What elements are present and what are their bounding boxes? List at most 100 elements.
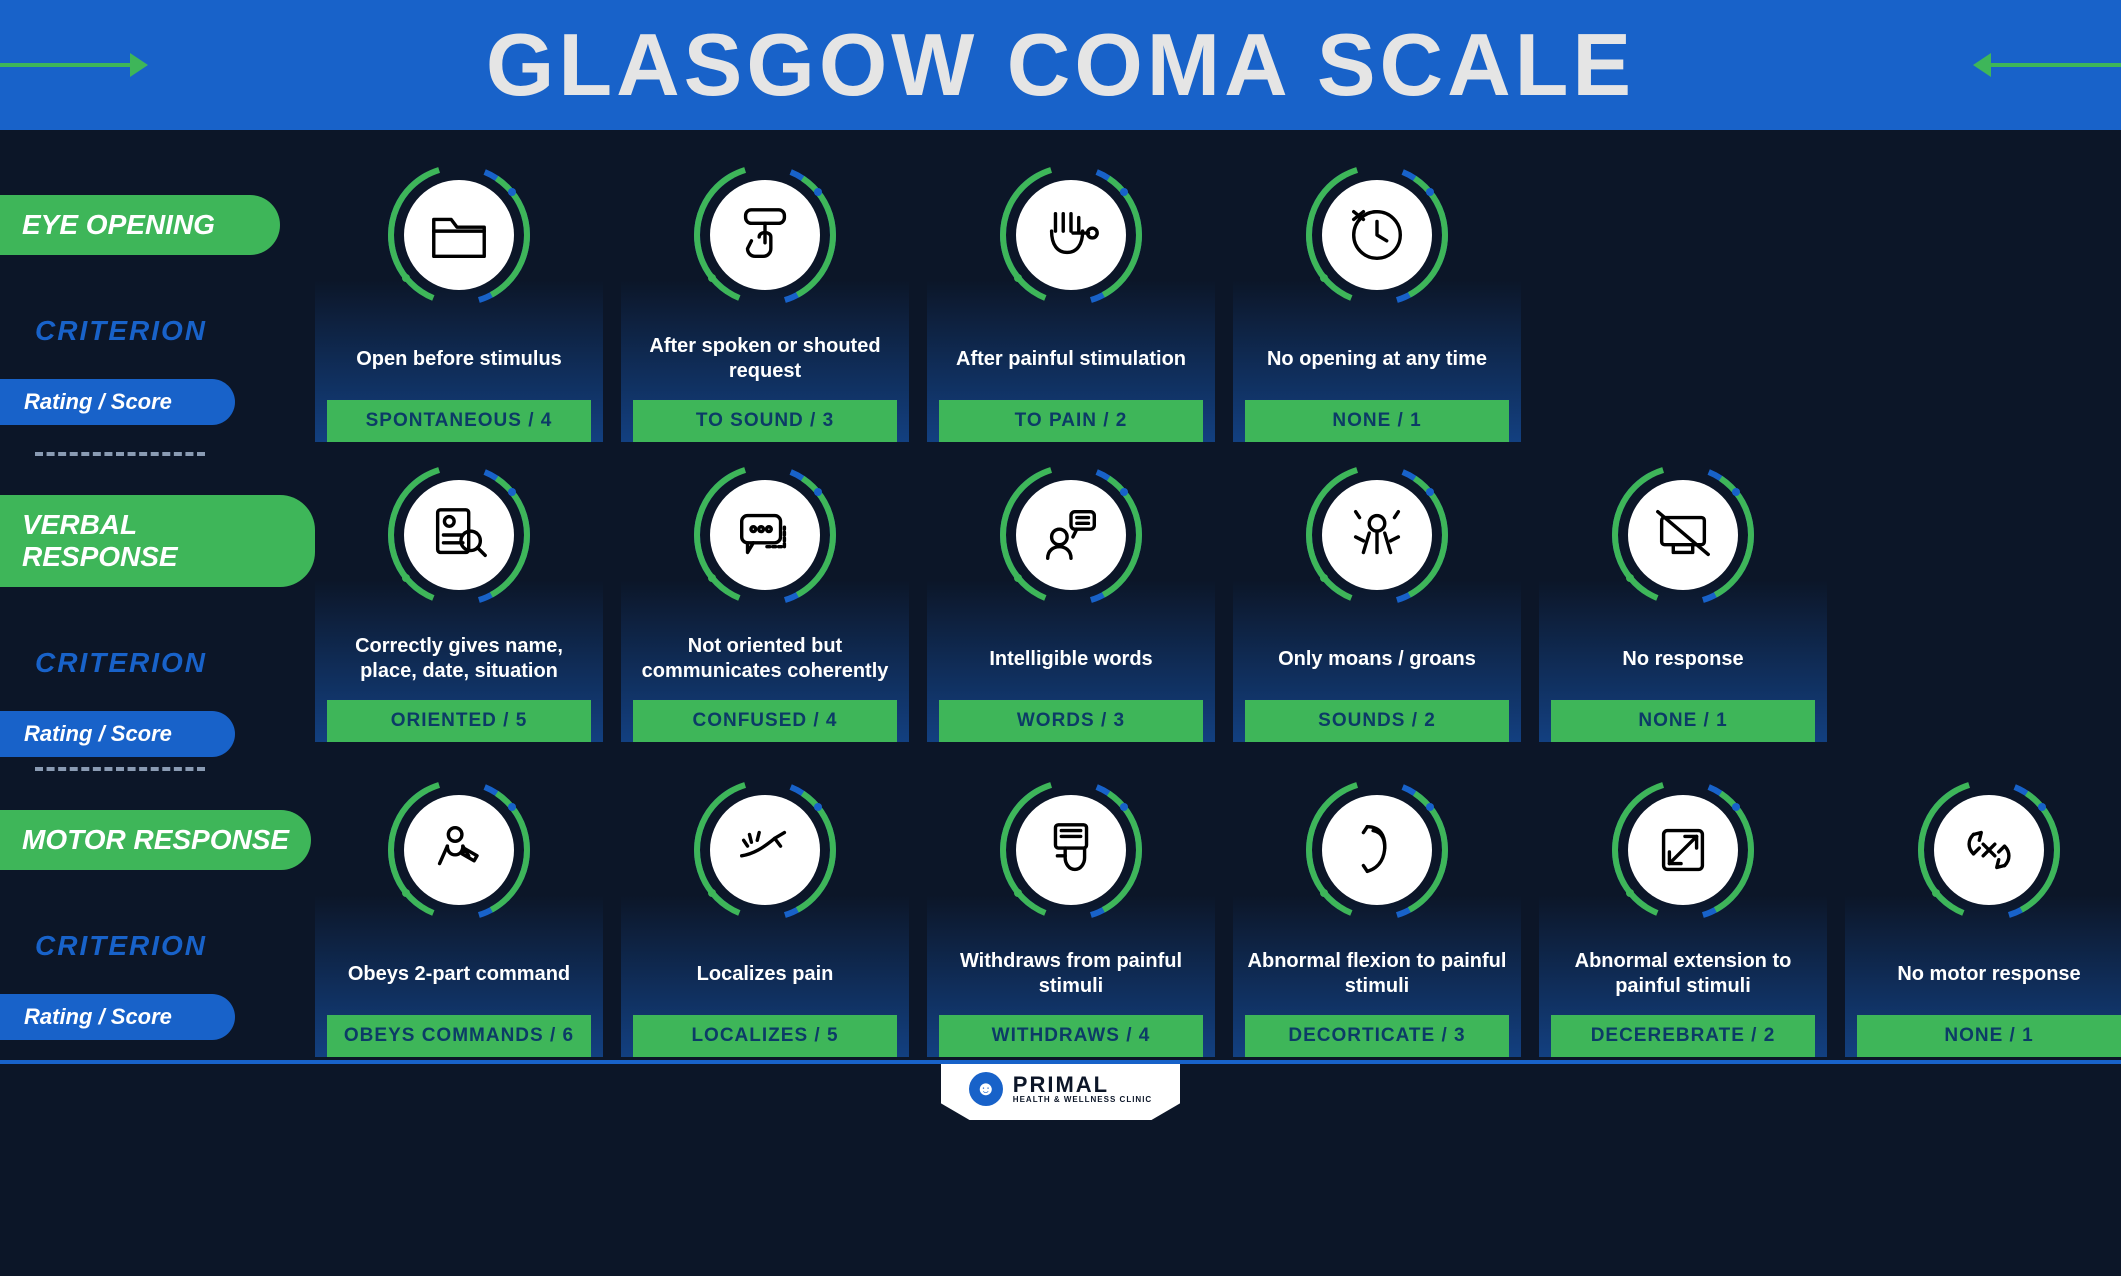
score-card: No response NONE / 1	[1539, 460, 1827, 757]
obey-icon	[404, 795, 514, 905]
section-divider	[35, 767, 205, 771]
score-card: Localizes pain LOCALIZES / 5	[621, 775, 909, 1057]
score-bar: CONFUSED / 4	[633, 700, 897, 742]
icon-ring-wrap	[996, 160, 1146, 310]
page-title: GLASGOW COMA SCALE	[486, 14, 1635, 116]
criterion-text: Correctly gives name, place, date, situa…	[327, 618, 591, 700]
section-labels: EYE OPENING CRITERION Rating / Score	[0, 160, 315, 442]
section-verbal-response: VERBAL RESPONSE CRITERION Rating / Score…	[0, 460, 2101, 757]
score-card: No opening at any time NONE / 1	[1233, 160, 1521, 442]
score-bar: WITHDRAWS / 4	[939, 1015, 1203, 1057]
icon-ring-wrap	[1608, 775, 1758, 925]
icon-ring-wrap	[996, 775, 1146, 925]
section-labels: MOTOR RESPONSE CRITERION Rating / Score	[0, 775, 315, 1057]
score-card: Not oriented but communicates coherently…	[621, 460, 909, 757]
rating-label: Rating / Score	[0, 379, 235, 425]
icon-ring-wrap	[384, 160, 534, 310]
chat-dots-icon	[710, 480, 820, 590]
folder-icon	[404, 180, 514, 290]
score-bar: TO SOUND / 3	[633, 400, 897, 442]
score-card: Only moans / groans SOUNDS / 2	[1233, 460, 1521, 757]
header-accent-right	[1991, 63, 2121, 67]
category-pill: EYE OPENING	[0, 195, 280, 255]
criterion-text: After painful stimulation	[956, 318, 1186, 400]
header-arrow-right	[1973, 53, 1991, 77]
header-arrow-left	[130, 53, 148, 77]
hand-key-icon	[1016, 180, 1126, 290]
score-bar: SPONTANEOUS / 4	[327, 400, 591, 442]
criterion-text: Not oriented but communicates coherently	[633, 618, 897, 700]
score-bar: NONE / 1	[1245, 400, 1509, 442]
score-bar: SOUNDS / 2	[1245, 700, 1509, 742]
brand-main: PRIMAL	[1013, 1074, 1152, 1096]
criterion-label: CRITERION	[35, 315, 315, 347]
brand-sub: HEALTH & WELLNESS CLINIC	[1013, 1096, 1152, 1104]
criterion-text: Intelligible words	[989, 618, 1152, 700]
score-bar: DECORTICATE / 3	[1245, 1015, 1509, 1057]
score-bar: ORIENTED / 5	[327, 700, 591, 742]
icon-ring-wrap	[996, 460, 1146, 610]
scream-icon	[1322, 480, 1432, 590]
criterion-text: No motor response	[1897, 933, 2080, 1015]
score-card: Correctly gives name, place, date, situa…	[315, 460, 603, 757]
header-bar: GLASGOW COMA SCALE	[0, 0, 2121, 130]
brand-badge: ☻ PRIMAL HEALTH & WELLNESS CLINIC	[941, 1064, 1180, 1120]
flex-arm-icon	[1322, 795, 1432, 905]
score-card: Abnormal flexion to painful stimuli DECO…	[1233, 775, 1521, 1057]
section-divider	[35, 452, 205, 456]
category-pill: MOTOR RESPONSE	[0, 810, 311, 870]
icon-ring-wrap	[1914, 775, 2064, 925]
score-card: After painful stimulation TO PAIN / 2	[927, 160, 1215, 442]
rating-label: Rating / Score	[0, 711, 235, 757]
score-bar: WORDS / 3	[939, 700, 1203, 742]
cards-row: Correctly gives name, place, date, situa…	[315, 460, 2101, 757]
footer: ☻ PRIMAL HEALTH & WELLNESS CLINIC	[0, 1060, 2121, 1120]
criterion-text: No response	[1622, 618, 1743, 700]
icon-ring-wrap	[690, 160, 840, 310]
score-card: Intelligible words WORDS / 3	[927, 460, 1215, 757]
icon-ring-wrap	[384, 775, 534, 925]
criterion-text: No opening at any time	[1267, 318, 1487, 400]
icon-ring-wrap	[384, 460, 534, 610]
score-card: Withdraws from painful stimuli WITHDRAWS…	[927, 775, 1215, 1057]
atm-hand-icon	[1016, 795, 1126, 905]
cards-row: Obeys 2-part command OBEYS COMMANDS / 6 …	[315, 775, 2121, 1057]
person-talk-icon	[1016, 480, 1126, 590]
doc-search-icon	[404, 480, 514, 590]
criterion-label: CRITERION	[35, 647, 315, 679]
clock-no-icon	[1322, 180, 1432, 290]
score-card: Obeys 2-part command OBEYS COMMANDS / 6	[315, 775, 603, 1057]
icon-ring-wrap	[1608, 460, 1758, 610]
score-card: After spoken or shouted request TO SOUND…	[621, 160, 909, 442]
content-area: EYE OPENING CRITERION Rating / Score Ope…	[0, 130, 2121, 1057]
score-bar: DECEREBRATE / 2	[1551, 1015, 1815, 1057]
score-card: Abnormal extension to painful stimuli DE…	[1539, 775, 1827, 1057]
section-motor-response: MOTOR RESPONSE CRITERION Rating / Score …	[0, 775, 2101, 1057]
expand-icon	[1628, 795, 1738, 905]
icon-ring-wrap	[1302, 460, 1452, 610]
icon-ring-wrap	[690, 775, 840, 925]
criterion-text: Open before stimulus	[356, 318, 562, 400]
score-bar: LOCALIZES / 5	[633, 1015, 897, 1057]
score-card: No motor response NONE / 1	[1845, 775, 2121, 1057]
icon-ring-wrap	[1302, 160, 1452, 310]
criterion-text: Localizes pain	[697, 933, 834, 1015]
brand-icon: ☻	[969, 1072, 1003, 1106]
score-bar: NONE / 1	[1857, 1015, 2121, 1057]
criterion-text: Withdraws from painful stimuli	[939, 933, 1203, 1015]
icon-ring-wrap	[1302, 775, 1452, 925]
criterion-text: Abnormal extension to painful stimuli	[1551, 933, 1815, 1015]
score-bar: NONE / 1	[1551, 700, 1815, 742]
category-pill: VERBAL RESPONSE	[0, 495, 315, 587]
criterion-text: Abnormal flexion to painful stimuli	[1245, 933, 1509, 1015]
section-eye-opening: EYE OPENING CRITERION Rating / Score Ope…	[0, 160, 2101, 442]
criterion-text: Obeys 2-part command	[348, 933, 570, 1015]
score-bar: OBEYS COMMANDS / 6	[327, 1015, 591, 1057]
criterion-label: CRITERION	[35, 930, 315, 962]
criterion-text: After spoken or shouted request	[633, 318, 897, 400]
icon-ring-wrap	[690, 460, 840, 610]
touch-icon	[710, 180, 820, 290]
header-accent-left	[0, 63, 130, 67]
rating-label: Rating / Score	[0, 994, 235, 1040]
score-card: Open before stimulus SPONTANEOUS / 4	[315, 160, 603, 442]
